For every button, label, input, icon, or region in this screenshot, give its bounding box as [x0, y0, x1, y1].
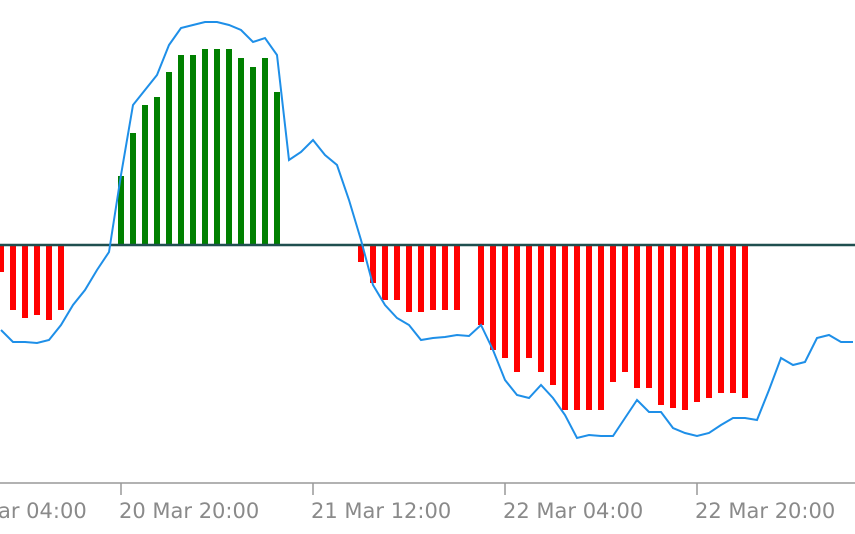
x-tick-label: 22 Mar 20:00 — [695, 499, 835, 523]
bar — [22, 245, 28, 318]
bar — [118, 176, 124, 245]
bar — [562, 245, 568, 410]
bar — [274, 92, 280, 245]
bar — [730, 245, 736, 393]
bar — [250, 67, 256, 245]
bar — [46, 245, 52, 320]
x-tick-label-partial: ar 04:00 — [0, 499, 87, 523]
bar — [514, 245, 520, 372]
bar — [718, 245, 724, 393]
bar — [262, 58, 268, 245]
bar — [742, 245, 748, 398]
bar — [706, 245, 712, 398]
bar — [58, 245, 64, 310]
bar — [238, 58, 244, 245]
x-tick-label: 20 Mar 20:00 — [119, 499, 259, 523]
bar — [658, 245, 664, 405]
bar — [430, 245, 436, 310]
bar — [454, 245, 460, 310]
bar — [538, 245, 544, 372]
line — [0, 21, 853, 440]
bar — [166, 72, 172, 245]
bar — [358, 245, 364, 262]
bar — [370, 245, 376, 283]
bar — [190, 55, 196, 245]
bar — [382, 245, 388, 300]
x-tick-label: 22 Mar 04:00 — [503, 499, 643, 523]
bar — [622, 245, 628, 372]
bar — [142, 105, 148, 245]
bar — [682, 245, 688, 410]
bar — [394, 245, 400, 300]
bar — [502, 245, 508, 358]
bar — [490, 245, 496, 350]
bar — [442, 245, 448, 310]
bar — [418, 245, 424, 312]
bar — [10, 245, 16, 310]
bar — [526, 245, 532, 358]
bar — [202, 49, 208, 245]
bar — [34, 245, 40, 315]
bar — [646, 245, 652, 388]
bar — [154, 97, 160, 245]
bar — [670, 245, 676, 408]
bar — [0, 245, 4, 272]
bar — [226, 49, 232, 245]
bar — [598, 245, 604, 410]
bar — [130, 133, 136, 245]
bar — [694, 245, 700, 402]
bar — [586, 245, 592, 410]
bar — [574, 245, 580, 410]
bar — [634, 245, 640, 388]
bar — [406, 245, 412, 312]
bar — [610, 245, 616, 382]
bar — [178, 55, 184, 245]
bar — [214, 49, 220, 245]
bar — [478, 245, 484, 325]
x-tick-label: 21 Mar 12:00 — [311, 499, 451, 523]
bar — [550, 245, 556, 385]
